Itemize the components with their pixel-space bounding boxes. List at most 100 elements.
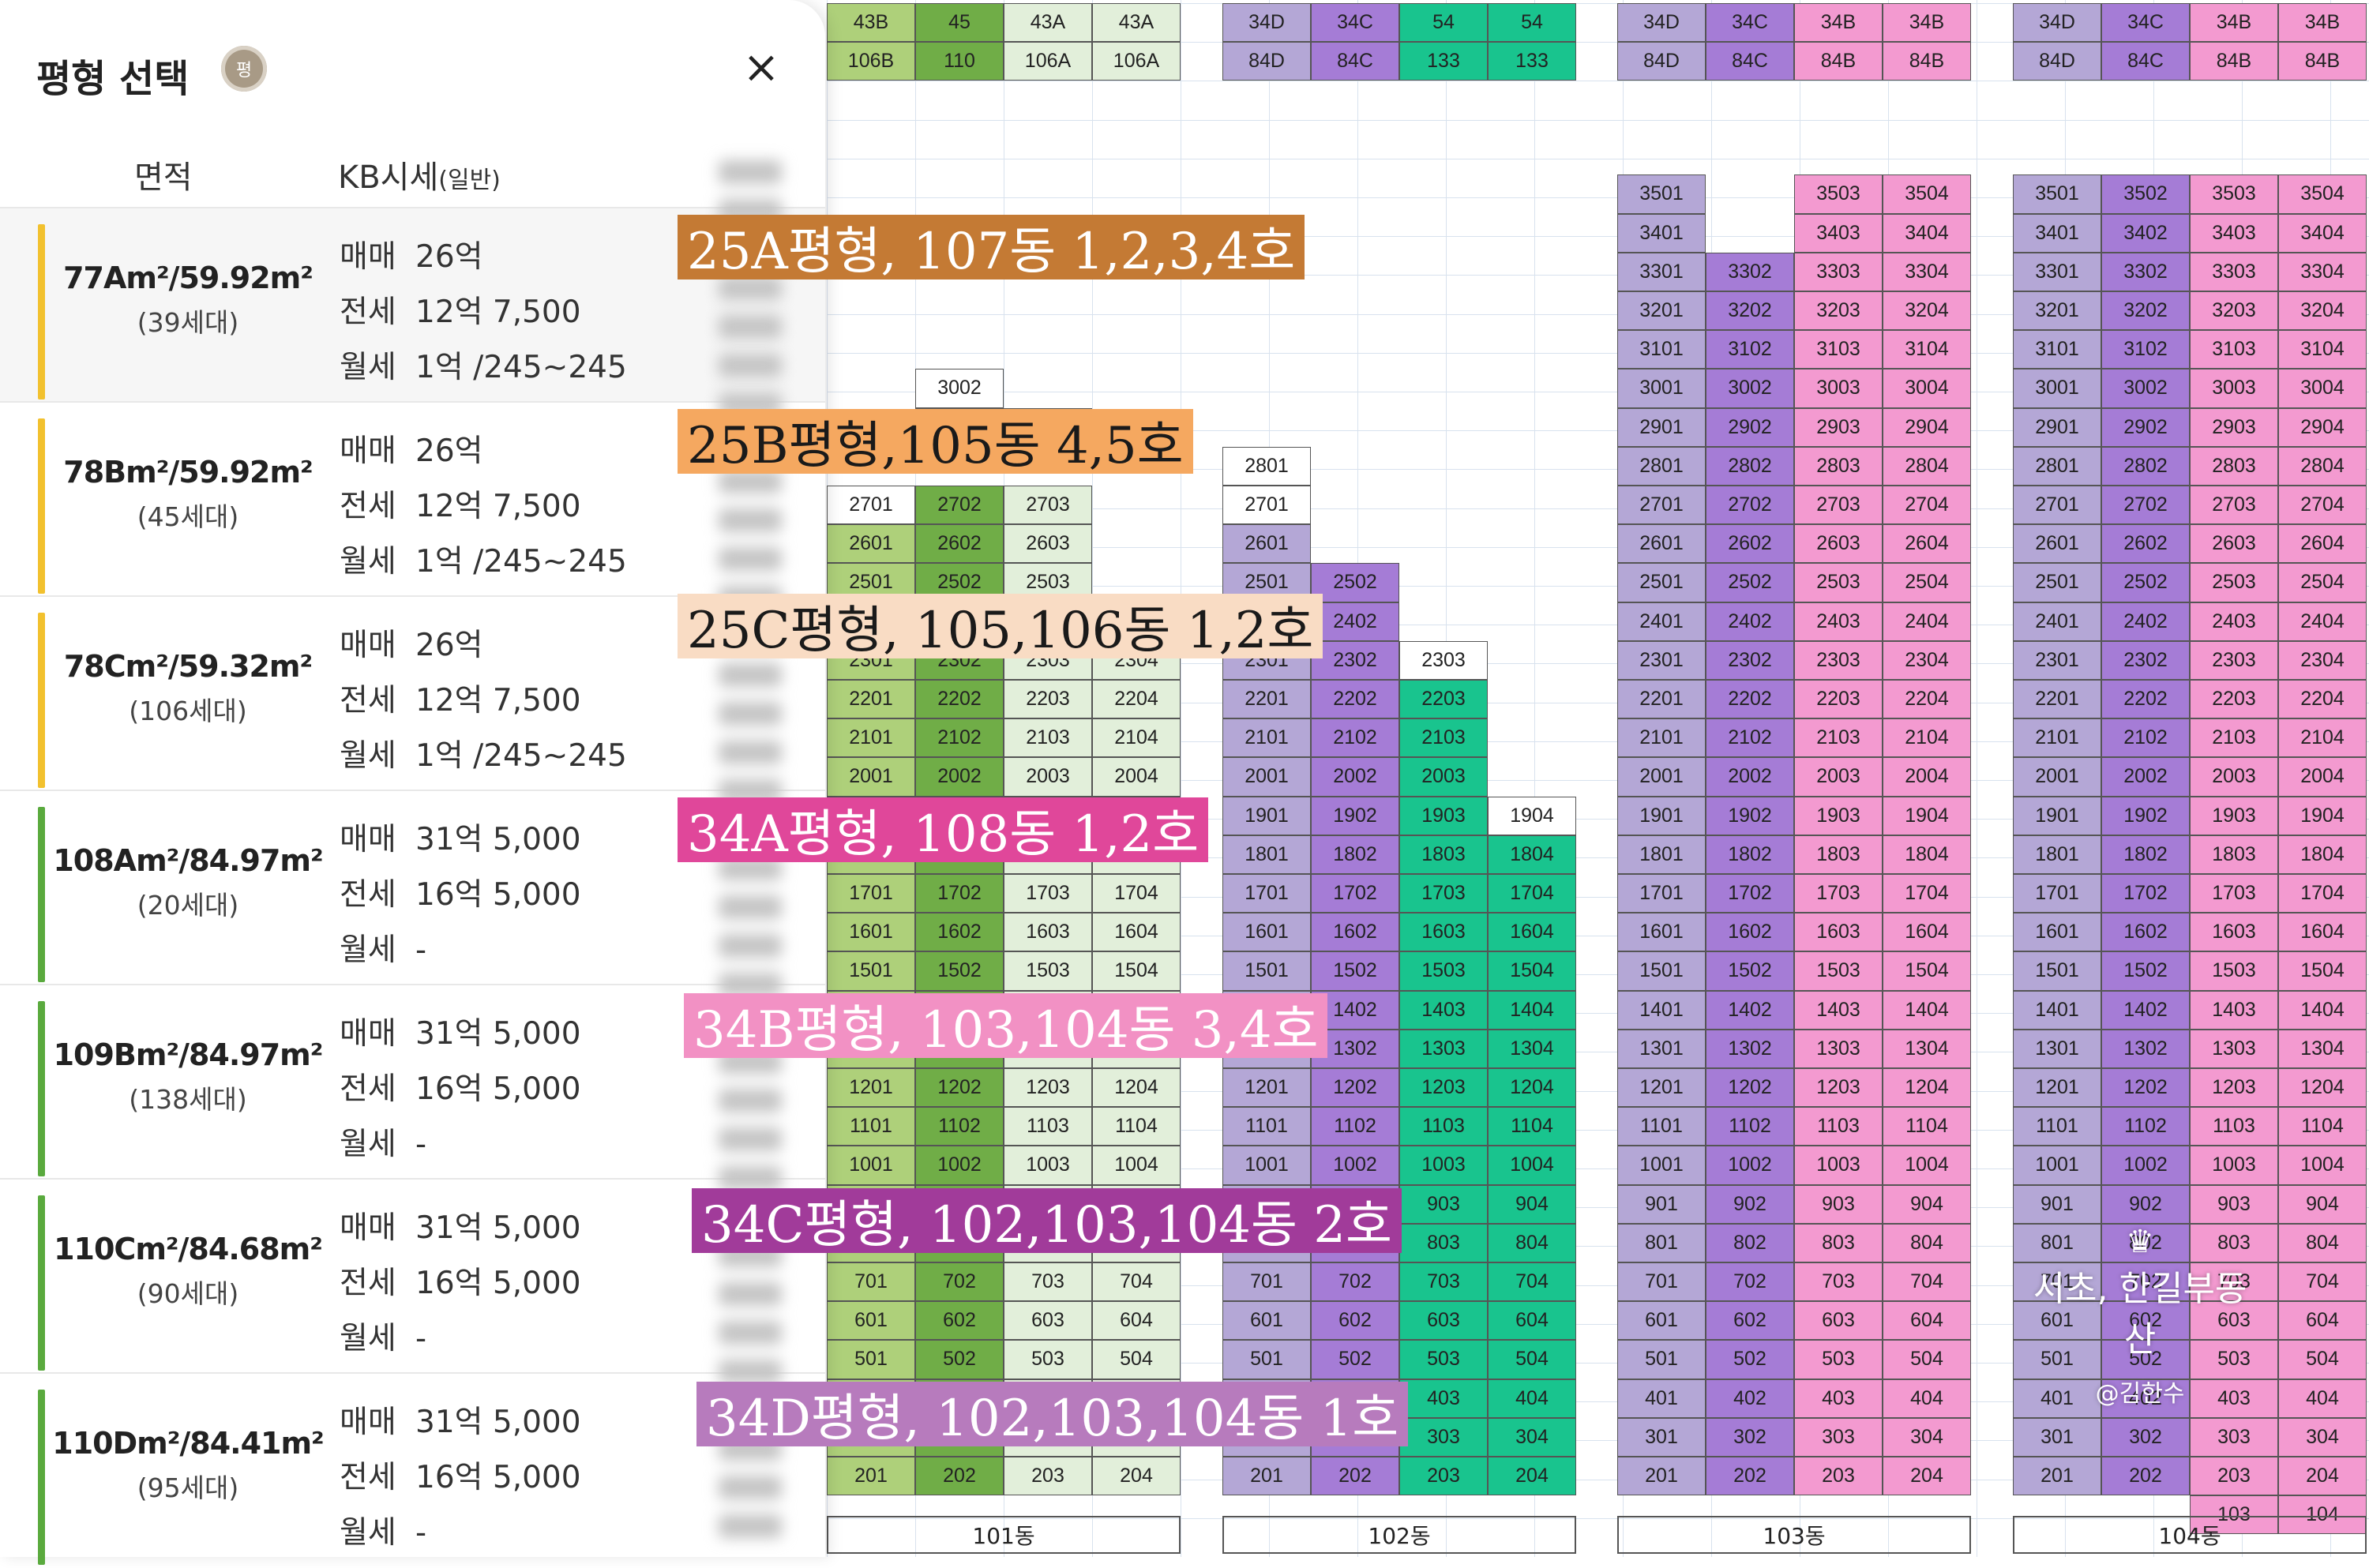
unit-cell: 2202 <box>1706 680 1794 719</box>
unit-cell: 1204 <box>1488 1068 1576 1108</box>
unit-cell: 2704 <box>2278 486 2367 525</box>
jeonse-price: 전세 12억 7,500 <box>340 676 581 720</box>
unit-cell: 2903 <box>2190 407 2278 447</box>
unit-cell: 1602 <box>1706 913 1794 952</box>
unit-cell: 2804 <box>2278 446 2367 486</box>
unit-cell: 204 <box>1883 1457 1971 1496</box>
unit-cell: 2101 <box>827 718 915 758</box>
unit-cell: 2701 <box>2013 486 2101 525</box>
price-label: 전세 <box>340 294 396 330</box>
unit-cell: 2102 <box>915 718 1004 758</box>
pyeong-row[interactable]: 78Cm²/59.32m² (106세대) 매매 26억 전세 12억 7,500 월세 1억… <box>0 595 825 791</box>
unit-cell: 2201 <box>2013 680 2101 719</box>
unit-cell: 1102 <box>1706 1107 1794 1146</box>
unit-cell: 2404 <box>2278 602 2367 641</box>
gridline <box>827 857 2369 859</box>
unit-type-header: 34C <box>2101 3 2190 43</box>
unit-cell: 1702 <box>1311 874 1399 913</box>
unit-cell: 2701 <box>827 486 915 525</box>
unit-cell: 3103 <box>1794 330 1883 369</box>
gridline <box>827 1363 2369 1364</box>
unit-cell: 3301 <box>2013 252 2101 291</box>
unit-cell: 2101 <box>1617 718 1706 758</box>
unit-type-header: 43B <box>827 3 915 43</box>
pyeong-row[interactable]: 109Bm²/84.97m² (138세대) 매매 31억 5,000 전세 16억 5,… <box>0 984 825 1180</box>
unit-cell: 304 <box>2278 1417 2367 1457</box>
unit-cell: 3401 <box>2013 213 2101 253</box>
unit-cell: 204 <box>1488 1457 1576 1496</box>
unit-cell: 303 <box>2190 1417 2278 1457</box>
unit-type-header: 34B <box>1883 3 1971 43</box>
unit-cell: 502 <box>2101 1340 2190 1379</box>
unit-cell: 1104 <box>1883 1107 1971 1146</box>
unit-cell: 1603 <box>1399 913 1488 952</box>
pyeong-row[interactable]: 78Bm²/59.92m² (45세대) 매매 26억 전세 12억 7,500 월세 1억 … <box>0 401 825 597</box>
unit-cell: 2201 <box>827 680 915 719</box>
unit-cell: 1601 <box>1222 913 1311 952</box>
unit-cell: 2103 <box>1794 718 1883 758</box>
sale-price: 매매 31억 5,000 <box>340 1397 581 1442</box>
unit-cell: 3001 <box>1617 369 1706 408</box>
unit-cell: 2002 <box>1311 757 1399 797</box>
unit-cell: 2501 <box>2013 563 2101 602</box>
gridline <box>827 1440 2369 1442</box>
unit-cell: 1003 <box>1794 1146 1883 1185</box>
unit-cell: 2401 <box>2013 602 2101 641</box>
unit-cell: 903 <box>1794 1184 1883 1224</box>
pyeong-row[interactable]: 110Cm²/84.68m² (90세대) 매매 31억 5,000 전세 16억 5,0… <box>0 1178 825 1374</box>
unit-cell: 503 <box>1399 1340 1488 1379</box>
unit-cell: 2103 <box>2190 718 2278 758</box>
pyeong-row[interactable]: 108Am²/84.97m² (20세대) 매매 31억 5,000 전세 16억 5,0… <box>0 790 825 985</box>
unit-cell: 704 <box>1488 1262 1576 1302</box>
unit-cell: 3303 <box>1794 252 1883 291</box>
unit-cell: 1102 <box>1311 1107 1399 1146</box>
household-count: (90세대) <box>137 1278 239 1309</box>
unit-cell: 802 <box>1706 1223 1794 1262</box>
unit-area-header: 84D <box>1617 42 1706 81</box>
pyeong-row[interactable]: 110Dm²/84.41m² (95세대) 매매 31억 5,000 전세 16억 5,0… <box>0 1372 825 1568</box>
unit-cell: 704 <box>2278 1262 2367 1302</box>
unit-cell: 1001 <box>2013 1146 2101 1185</box>
unit-cell: 2503 <box>2190 563 2278 602</box>
price-label: 매매 <box>340 1405 396 1440</box>
unit-cell: 1801 <box>1222 835 1311 874</box>
unit-cell: 702 <box>1706 1262 1794 1302</box>
gridline <box>827 896 2369 898</box>
unit-cell: 302 <box>2101 1417 2190 1457</box>
unit-cell: 2502 <box>1706 563 1794 602</box>
unit-cell: 2602 <box>2101 524 2190 564</box>
unit-cell: 1203 <box>2190 1068 2278 1108</box>
price-label: 월세 <box>340 1515 396 1551</box>
unit-cell: 1004 <box>1883 1146 1971 1185</box>
pyeong-overlay-label: 25C평형, 105,106동 1,2호 <box>678 594 1323 660</box>
unit-cell: 1603 <box>1794 913 1883 952</box>
building-label: 101동 <box>827 1516 1181 1554</box>
unit-cell: 3004 <box>2278 369 2367 408</box>
monthly-price: 월세 - <box>340 1508 426 1552</box>
unit-cell: 1103 <box>2190 1107 2278 1146</box>
unit-cell: 403 <box>2190 1379 2278 1418</box>
unit-cell: 3002 <box>1706 369 1794 408</box>
unit-cell: 3202 <box>2101 291 2190 331</box>
monthly-price: 월세 1억 /245~245 <box>340 537 627 581</box>
unit-cell: 2502 <box>2101 563 2190 602</box>
unit-cell: 3403 <box>2190 213 2278 253</box>
unit-cell: 401 <box>2013 1379 2101 1418</box>
unit-cell: 502 <box>1706 1340 1794 1379</box>
monthly-price: 월세 1억 /245~245 <box>340 731 627 775</box>
unit-cell: 2302 <box>2101 640 2190 680</box>
pyeong-color-bar <box>38 1195 45 1371</box>
close-button[interactable]: × <box>742 42 780 93</box>
unit-cell: 404 <box>2278 1379 2367 1418</box>
sale-price: 매매 31억 5,000 <box>340 1203 581 1247</box>
building-label: 104동 <box>2013 1516 2367 1554</box>
gridline <box>827 1090 2369 1092</box>
price-value: - <box>415 1515 427 1551</box>
unit-cell: 503 <box>1794 1340 1883 1379</box>
unit-area-header: 84C <box>1311 42 1399 81</box>
unit-cell: 3102 <box>2101 330 2190 369</box>
unit-cell: 1002 <box>2101 1146 2190 1185</box>
column-header-area: 면적 <box>134 159 193 196</box>
unit-cell: 2702 <box>2101 486 2190 525</box>
unit-cell: 3404 <box>1883 213 1971 253</box>
